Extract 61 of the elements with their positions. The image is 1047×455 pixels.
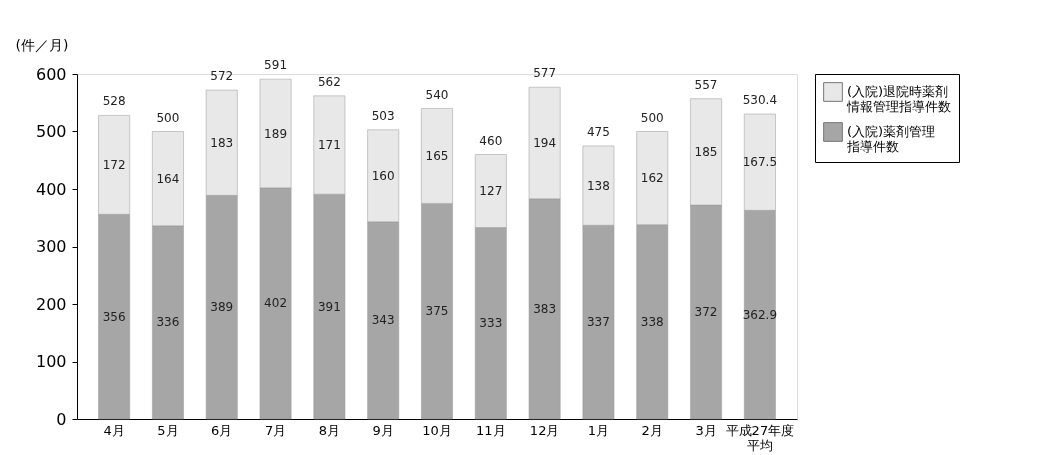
data-label: 389 [210,300,234,315]
total-label: 557 [694,77,718,92]
y-tick-label: 0 [56,409,67,429]
data-label: 338 [640,314,664,329]
data-label: 167.5 [742,155,778,170]
y-tick-label: 400 [35,179,67,199]
data-label: 162 [640,171,664,186]
data-label: 391 [317,299,341,314]
total-label: 540 [425,87,449,102]
x-tick-label: 6月 [211,422,233,438]
y-tick-label: 200 [35,294,67,314]
data-label: 127 [479,184,503,199]
data-label: 164 [156,171,180,186]
data-label: 165 [425,148,449,163]
x-tick-label: 平成27年度平均 [725,422,795,453]
data-label: 172 [102,157,126,172]
x-tick-label: 1月 [587,422,610,438]
total-label: 591 [264,58,288,73]
data-label: 337 [586,315,610,330]
data-label: 138 [586,178,610,193]
data-label: 171 [317,138,341,153]
data-label: 336 [156,315,180,330]
total-label: 562 [317,74,341,89]
y-tick-label: 100 [35,352,67,371]
y-tick-label: 500 [35,122,67,141]
x-tick-label: 10月 [422,422,452,438]
data-label: 343 [371,313,395,328]
total-label: 475 [586,124,610,139]
total-label: 530.4 [742,93,778,108]
data-label: 333 [479,316,503,331]
data-label: 189 [264,126,288,141]
y-tick-label: 600 [35,64,67,84]
legend-label: (入院)薬剤管理指導件数 [846,124,936,154]
y-axis-title: (件／月) [15,36,69,53]
data-label: 194 [533,136,557,150]
total-label: 577 [533,66,557,81]
x-tick-label: 7月 [264,422,287,438]
x-tick-label: 12月 [529,422,560,438]
x-tick-label: 5月 [157,422,179,438]
x-tick-label: 11月 [476,422,506,438]
total-label: 500 [640,110,664,125]
data-label: 372 [694,305,718,320]
data-label: 375 [425,304,449,319]
y-tick-label: 300 [35,237,67,256]
data-label: 160 [371,168,395,183]
data-label: 356 [102,309,126,324]
data-label: 383 [533,301,557,316]
total-label: 503 [371,108,395,123]
x-tick-label: 2月 [641,422,663,438]
data-label: 185 [694,144,718,159]
total-label: 528 [102,94,126,109]
data-label: 402 [264,296,288,311]
x-tick-label: 4月 [103,422,125,438]
legend-label: (入院)退院時薬剤情報管理指導件数 [846,84,951,114]
data-label: 183 [210,135,234,150]
total-label: 460 [479,133,503,148]
x-tick-label: 3月 [695,422,717,438]
x-tick-label: 8月 [318,422,341,438]
total-label: 572 [210,69,234,84]
total-label: 500 [156,110,180,125]
x-tick-label: 9月 [372,422,394,438]
